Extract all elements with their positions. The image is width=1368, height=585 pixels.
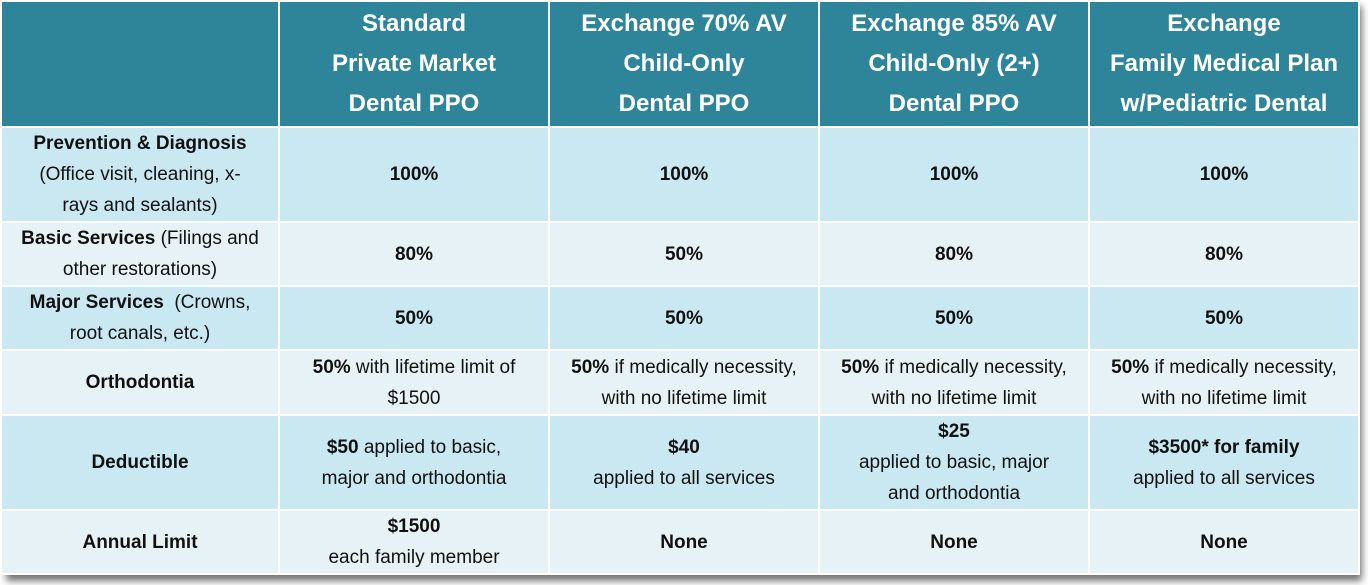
header-empty-cell	[0, 0, 280, 128]
cell-ortho-exchange-70: 50% if medically necessity, with no life…	[548, 349, 820, 416]
cell-annual-standard: $1500 each family member	[278, 509, 550, 575]
cell-prevention-family: 100%	[1088, 126, 1360, 223]
table-row-deductible: Deductible $50 applied to basic, major a…	[0, 414, 1360, 511]
cell-deductible-standard: $50 applied to basic, major and orthodon…	[278, 414, 550, 511]
header-row: Standard Private Market Dental PPO Excha…	[0, 0, 1360, 128]
cell-deductible-family: $3500* for family applied to all service…	[1088, 414, 1360, 511]
header-exchange-family: Exchange Family Medical Plan w/Pediatric…	[1088, 0, 1360, 128]
cell-annual-family: None	[1088, 509, 1360, 575]
row-label-basic: Basic Services (Filings and other restor…	[0, 221, 280, 287]
cell-deductible-exchange-85: $25 applied to basic, major and orthodon…	[818, 414, 1090, 511]
dental-plan-comparison-table: Standard Private Market Dental PPO Excha…	[0, 0, 1360, 575]
header-exchange-70: Exchange 70% AV Child-Only Dental PPO	[548, 0, 820, 128]
cell-ortho-exchange-85: 50% if medically necessity, with no life…	[818, 349, 1090, 416]
row-label-deductible: Deductible	[0, 414, 280, 511]
header-exchange-85: Exchange 85% AV Child-Only (2+) Dental P…	[818, 0, 1090, 128]
table-row-major: Major Services (Crowns, root canals, etc…	[0, 285, 1360, 351]
row-label-orthodontia: Orthodontia	[0, 349, 280, 416]
cell-major-exchange-70: 50%	[548, 285, 820, 351]
cell-major-family: 50%	[1088, 285, 1360, 351]
cell-prevention-exchange-85: 100%	[818, 126, 1090, 223]
cell-ortho-family: 50% if medically necessity, with no life…	[1088, 349, 1360, 416]
table-row-basic: Basic Services (Filings and other restor…	[0, 221, 1360, 287]
table-row-prevention: Prevention & Diagnosis (Office visit, cl…	[0, 126, 1360, 223]
row-label-prevention: Prevention & Diagnosis (Office visit, cl…	[0, 126, 280, 223]
cell-ortho-standard: 50% with lifetime limit of $1500	[278, 349, 550, 416]
cell-basic-exchange-85: 80%	[818, 221, 1090, 287]
cell-basic-exchange-70: 50%	[548, 221, 820, 287]
cell-annual-exchange-85: None	[818, 509, 1090, 575]
dental-plan-comparison-table-frame: Standard Private Market Dental PPO Excha…	[0, 0, 1360, 575]
table-row-orthodontia: Orthodontia 50% with lifetime limit of $…	[0, 349, 1360, 416]
header-standard-private: Standard Private Market Dental PPO	[278, 0, 550, 128]
table-row-annual-limit: Annual Limit $1500 each family member No…	[0, 509, 1360, 575]
row-label-annual-limit: Annual Limit	[0, 509, 280, 575]
cell-prevention-standard: 100%	[278, 126, 550, 223]
cell-prevention-exchange-70: 100%	[548, 126, 820, 223]
cell-annual-exchange-70: None	[548, 509, 820, 575]
cell-deductible-exchange-70: $40 applied to all services	[548, 414, 820, 511]
cell-basic-standard: 80%	[278, 221, 550, 287]
cell-major-standard: 50%	[278, 285, 550, 351]
row-label-major: Major Services (Crowns, root canals, etc…	[0, 285, 280, 351]
cell-major-exchange-85: 50%	[818, 285, 1090, 351]
cell-basic-family: 80%	[1088, 221, 1360, 287]
